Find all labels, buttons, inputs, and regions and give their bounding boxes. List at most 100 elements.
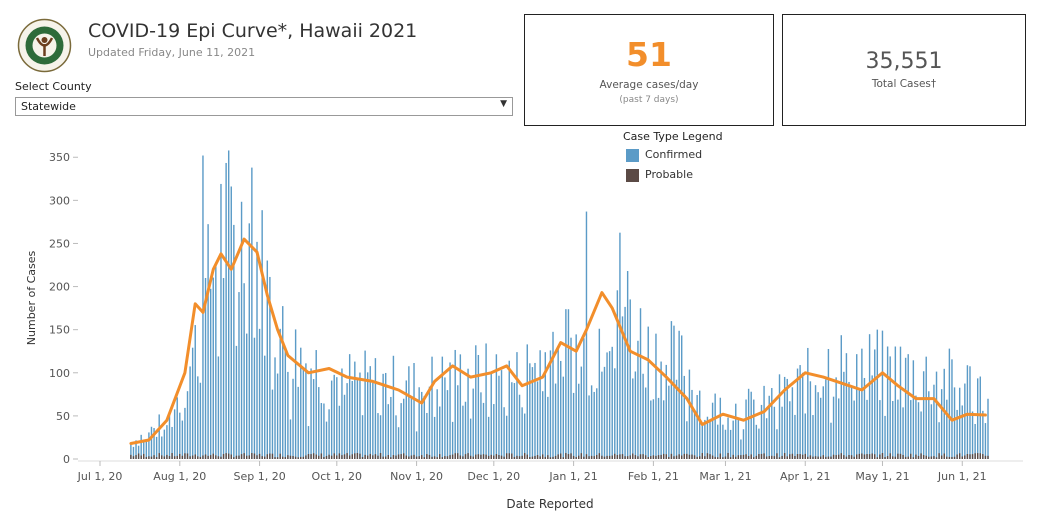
confirmed-bar xyxy=(879,400,881,459)
confirmed-bar xyxy=(405,380,408,459)
probable-bar xyxy=(284,457,287,459)
probable-bar xyxy=(294,456,297,459)
probable-bar xyxy=(894,456,897,459)
confirmed-bar xyxy=(428,386,431,459)
probable-bar xyxy=(238,455,240,459)
confirmed-bar xyxy=(884,415,886,459)
legend-item-probable[interactable]: Probable xyxy=(626,168,693,182)
probable-bar xyxy=(336,455,338,459)
confirmed-bar xyxy=(284,350,287,459)
legend-item-confirmed[interactable]: Confirmed xyxy=(626,148,702,162)
confirmed-bar xyxy=(199,382,202,459)
confirmed-bar xyxy=(686,421,688,459)
probable-bar xyxy=(475,454,477,459)
confirmed-bar xyxy=(917,402,920,459)
legend-label-probable: Probable xyxy=(645,168,693,181)
confirmed-bar xyxy=(899,346,902,459)
probable-bar xyxy=(143,453,145,459)
confirmed-bar xyxy=(444,377,446,459)
probable-bar xyxy=(508,453,510,459)
confirmed-bar xyxy=(158,414,160,459)
x-tick-label: Sep 1, 20 xyxy=(233,470,285,483)
probable-bar xyxy=(256,455,258,459)
probable-bar xyxy=(220,456,222,459)
probable-bar xyxy=(897,453,899,459)
confirmed-bar xyxy=(467,368,469,459)
confirmed-bar xyxy=(786,378,788,459)
probable-bar xyxy=(686,453,688,459)
probable-bar xyxy=(261,456,263,459)
probable-bar xyxy=(961,456,963,459)
confirmed-bar xyxy=(971,411,974,459)
confirmed-bar xyxy=(487,416,490,459)
probable-bar xyxy=(418,456,420,459)
probable-bar xyxy=(449,455,451,459)
confirmed-bar xyxy=(650,400,652,459)
confirmed-bar xyxy=(956,409,958,459)
confirmed-bar xyxy=(776,429,778,459)
probable-bar xyxy=(958,453,961,459)
probable-bar xyxy=(325,455,328,459)
confirmed-bar xyxy=(678,330,680,459)
confirmed-bar xyxy=(863,377,866,459)
probable-bar xyxy=(495,454,498,459)
probable-bar xyxy=(735,456,737,459)
confirmed-bar xyxy=(508,360,510,459)
x-tick-label: Nov 1, 20 xyxy=(390,470,443,483)
confirmed-bar xyxy=(634,371,637,459)
confirmed-bar xyxy=(632,378,634,459)
confirmed-bar xyxy=(325,421,328,459)
confirmed-bar xyxy=(454,349,456,459)
probable-bar xyxy=(549,457,552,459)
probable-bar xyxy=(719,453,722,459)
chevron-down-icon[interactable]: ▼ xyxy=(500,99,507,109)
probable-bar xyxy=(856,454,858,459)
probable-bar xyxy=(657,455,660,459)
confirmed-bar xyxy=(269,276,271,459)
confirmed-bar xyxy=(585,211,588,459)
probable-bar xyxy=(395,455,397,459)
probable-bar xyxy=(696,456,698,459)
confirmed-bar xyxy=(549,350,552,459)
county-select-label: Select County xyxy=(15,80,92,93)
probable-bar xyxy=(333,453,335,459)
probable-bar xyxy=(184,453,186,459)
confirmed-bar xyxy=(433,416,436,459)
probable-bar xyxy=(750,454,752,459)
confirmed-bar xyxy=(505,415,508,459)
confirmed-bar xyxy=(387,404,389,459)
probable-bar xyxy=(593,456,595,459)
probable-bar xyxy=(709,454,711,459)
confirmed-bar xyxy=(804,413,806,459)
confirmed-bar xyxy=(845,353,848,459)
probable-bar xyxy=(650,456,652,459)
confirmed-bar xyxy=(392,355,395,459)
confirmed-bar xyxy=(961,405,963,459)
probable-bar xyxy=(207,455,209,459)
probable-bar xyxy=(168,456,171,459)
probable-bar xyxy=(838,454,840,459)
confirmed-bar xyxy=(150,426,153,459)
seven-day-average-line xyxy=(129,237,987,445)
probable-bar xyxy=(732,454,734,459)
probable-bar xyxy=(459,455,462,459)
confirmed-bar xyxy=(856,354,858,459)
confirmed-bar xyxy=(948,348,951,459)
probable-bar xyxy=(400,454,402,459)
probable-bar xyxy=(269,453,271,459)
confirmed-bar xyxy=(964,383,966,459)
probable-bar xyxy=(235,455,238,459)
probable-bar xyxy=(632,453,634,459)
confirmed-bar xyxy=(763,385,765,459)
y-tick-label: 200 xyxy=(49,281,70,294)
county-dropdown[interactable]: Statewide ▼ xyxy=(15,97,513,116)
x-tick-label: Jan 1, 21 xyxy=(548,470,597,483)
confirmed-bar xyxy=(598,328,601,459)
updated-date: Updated Friday, June 11, 2021 xyxy=(88,46,256,59)
confirmed-bar xyxy=(539,350,541,459)
probable-bar xyxy=(230,454,232,459)
confirmed-bar xyxy=(418,387,420,459)
confirmed-bar xyxy=(783,376,786,459)
confirmed-bar xyxy=(910,400,912,459)
